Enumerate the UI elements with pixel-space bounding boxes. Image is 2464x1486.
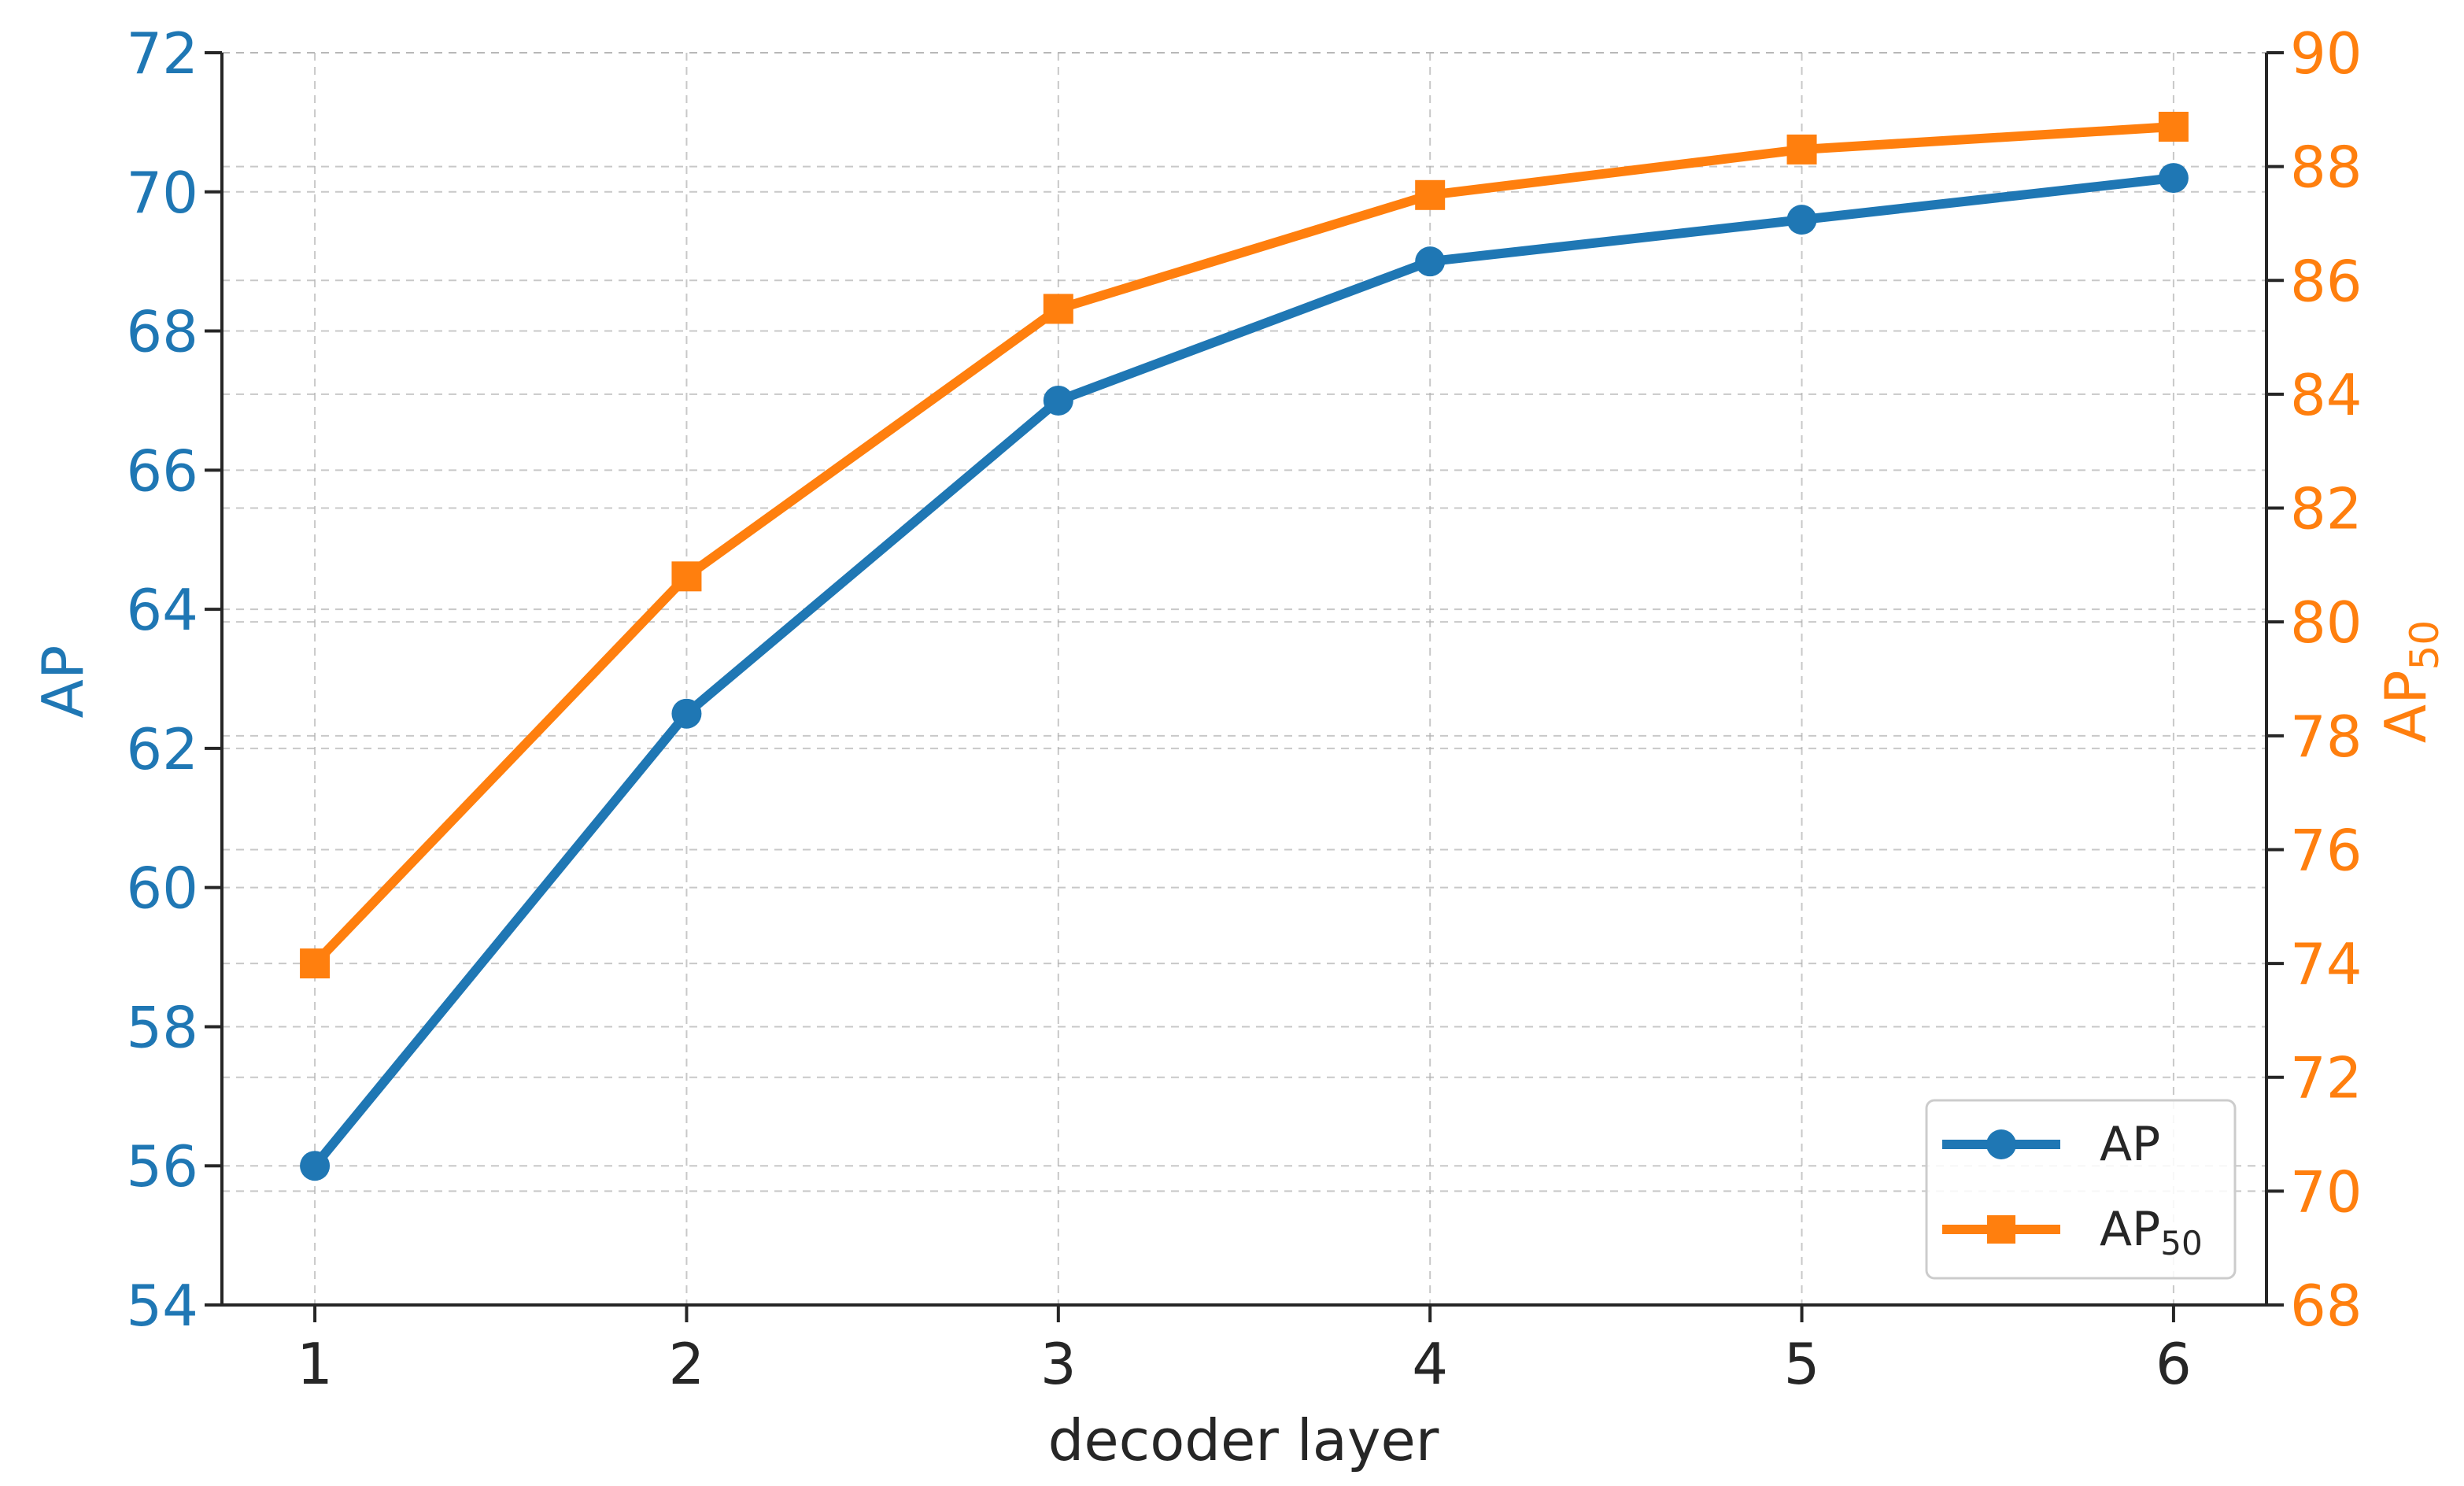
x-axis-title: decoder layer	[1048, 1407, 1439, 1473]
y-left-tick-label: 62	[126, 716, 198, 782]
y-right-tick-label: 88	[2290, 135, 2362, 201]
y-right-tick-label: 70	[2290, 1159, 2362, 1225]
axes	[220, 53, 2268, 1307]
data-point-ap50	[671, 561, 702, 592]
data-point-ap	[300, 1151, 331, 1181]
data-point-ap	[1415, 246, 1446, 277]
data-point-ap50	[1786, 134, 1817, 164]
y-right-tick-label: 90	[2290, 20, 2362, 87]
legend-label-ap50-subscript: 50	[2160, 1224, 2202, 1262]
x-tick-label: 6	[2156, 1331, 2192, 1397]
y-left-tick-label: 56	[126, 1133, 198, 1200]
data-point-ap	[1786, 205, 1817, 235]
data-point-ap50	[300, 948, 331, 979]
y-left-tick-label: 64	[126, 577, 198, 643]
y-left-tick-label: 70	[126, 160, 198, 226]
y-right-tick-label: 74	[2290, 931, 2362, 997]
ticks: 1 2 3 4 5 65456586062646668707268707274767880…	[126, 20, 2362, 1397]
x-tick-label: 3	[1040, 1331, 1077, 1397]
data-point-ap50	[1415, 179, 1446, 210]
legend-label-ap50: AP50	[2100, 1202, 2203, 1262]
y-axis-right-title-subscript: 50	[2402, 620, 2447, 671]
y-right-tick-label: 84	[2290, 362, 2362, 428]
series-line-ap	[310, 173, 2178, 1171]
x-tick-label: 2	[669, 1331, 705, 1397]
legend-label-ap: AP	[2100, 1117, 2160, 1172]
data-point-ap	[671, 698, 702, 729]
y-left-tick-label: 72	[126, 20, 198, 87]
y-axis-right-title-main: AP	[2373, 670, 2439, 743]
data-point-ap	[1043, 385, 1073, 416]
y-right-tick-label: 78	[2290, 704, 2362, 770]
y-right-tick-label: 72	[2290, 1045, 2362, 1111]
data-point-ap50	[1043, 294, 1073, 324]
series-line-ap50	[310, 122, 2178, 969]
x-tick-label: 4	[1412, 1331, 1448, 1397]
x-tick-label: 1	[297, 1331, 333, 1397]
legend: AP AP50	[1925, 1099, 2237, 1280]
y-right-tick-label: 76	[2290, 817, 2362, 883]
y-right-tick-label: 86	[2290, 248, 2362, 314]
y-axis-right-title: AP50	[2373, 620, 2447, 743]
y-left-tick-label: 66	[126, 438, 198, 504]
y-left-tick-label: 54	[126, 1273, 198, 1339]
y-right-tick-label: 68	[2290, 1273, 2362, 1339]
legend-entry-ap50: AP50	[1942, 1202, 2203, 1262]
legend-marker-ap50	[1987, 1215, 2015, 1244]
y-right-tick-label: 80	[2290, 590, 2362, 656]
legend-entry-ap: AP	[1942, 1117, 2160, 1172]
x-tick-label: 5	[1784, 1331, 1820, 1397]
data-point-ap	[2158, 163, 2189, 194]
y-right-tick-label: 82	[2290, 476, 2362, 542]
legend-label-ap50-main: AP	[2100, 1202, 2160, 1257]
y-left-tick-label: 58	[126, 994, 198, 1060]
y-axis-left-title: AP	[30, 645, 96, 719]
data-point-ap50	[2158, 112, 2189, 142]
legend-marker-ap	[1986, 1129, 2016, 1159]
y-left-tick-label: 68	[126, 299, 198, 365]
y-left-tick-label: 60	[126, 856, 198, 922]
series-layer	[300, 112, 2189, 1181]
